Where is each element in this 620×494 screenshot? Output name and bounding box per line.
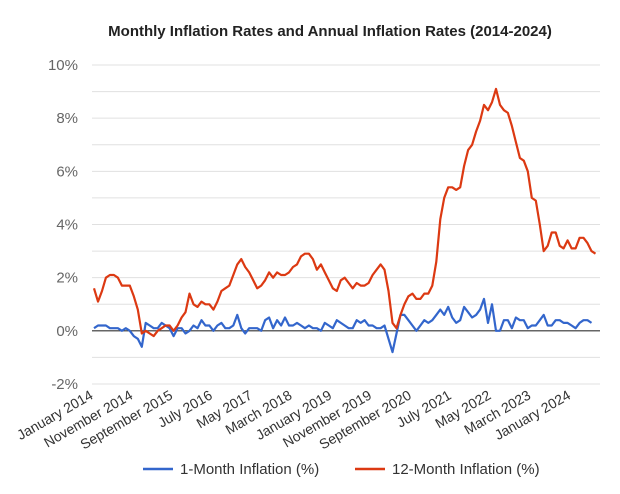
chart-title: Monthly Inflation Rates and Annual Infla… xyxy=(108,23,552,40)
series-lines xyxy=(92,87,597,354)
series-line-12-month[interactable] xyxy=(92,87,597,338)
gridlines xyxy=(92,64,600,385)
legend: 1-Month Inflation (%) 12-Month Inflation… xyxy=(143,461,540,478)
y-tick-label: -2% xyxy=(51,376,78,393)
legend-label-1-month[interactable]: 1-Month Inflation (%) xyxy=(180,461,319,478)
y-tick-label: 6% xyxy=(56,163,78,180)
y-tick-label: 8% xyxy=(56,110,78,127)
y-tick-label: 2% xyxy=(56,270,78,287)
y-tick-label: 0% xyxy=(56,323,78,340)
series-line-1-month[interactable] xyxy=(93,297,593,354)
y-tick-label: 10% xyxy=(48,57,78,74)
y-axis-ticks: -2% 0% 2% 4% 6% 8% 10% xyxy=(48,57,78,393)
legend-label-12-month[interactable]: 12-Month Inflation (%) xyxy=(392,461,540,478)
y-tick-label: 4% xyxy=(56,217,78,234)
